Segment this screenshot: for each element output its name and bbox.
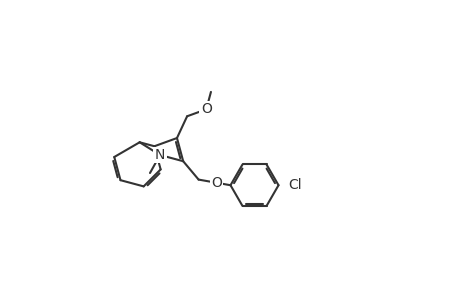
Text: O: O xyxy=(201,102,211,116)
Text: O: O xyxy=(210,176,221,190)
Text: Cl: Cl xyxy=(288,178,302,192)
Text: N: N xyxy=(155,148,165,162)
